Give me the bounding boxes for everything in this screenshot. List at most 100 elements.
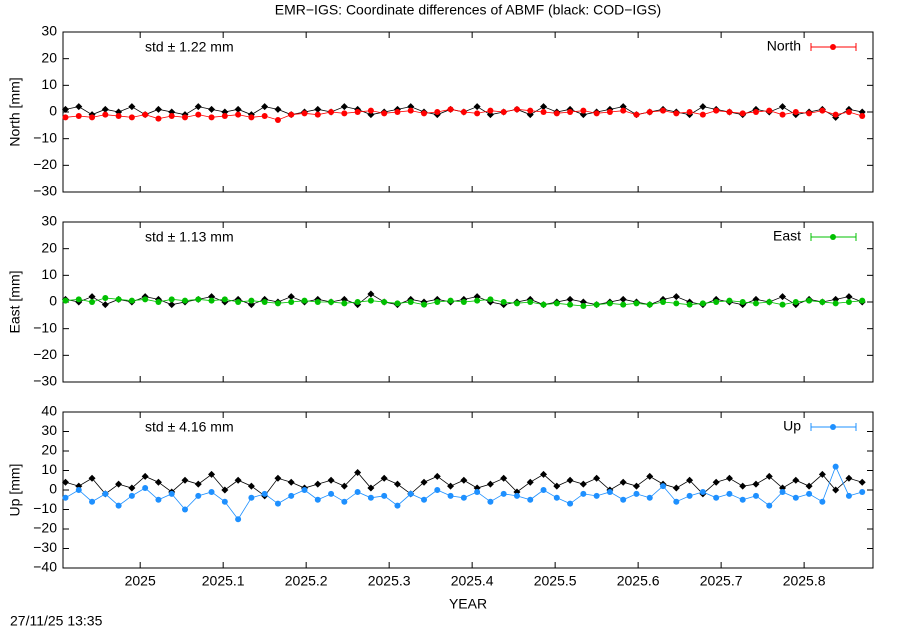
data-point: [274, 117, 281, 123]
data-point: [845, 492, 852, 499]
data-point: [832, 300, 839, 307]
data-point: [141, 472, 149, 480]
data-point: [288, 492, 295, 499]
data-point: [235, 299, 242, 305]
data-point: [248, 297, 255, 304]
data-point: [739, 110, 746, 117]
data-point: [102, 295, 109, 301]
data-point: [274, 500, 281, 507]
data-point: [580, 490, 587, 497]
std-annotation: std ± 1.13 mm: [145, 229, 234, 245]
data-point: [752, 300, 759, 307]
y-tick-label: −10: [33, 129, 57, 145]
data-point: [460, 109, 467, 115]
data-point: [713, 107, 720, 114]
x-tick-label: 2025: [125, 573, 156, 589]
data-point: [686, 109, 693, 115]
data-point: [208, 470, 216, 478]
data-point: [646, 494, 653, 501]
data-point: [274, 474, 282, 482]
y-tick-label: −30: [33, 539, 57, 555]
data-point: [487, 498, 494, 505]
chart-title: EMR−IGS: Coordinate differences of ABMF …: [275, 2, 661, 18]
data-point: [580, 107, 587, 114]
data-point: [567, 109, 574, 115]
data-point: [527, 107, 534, 114]
legend-marker: [830, 234, 836, 240]
y-tick-label: 0: [49, 103, 57, 119]
data-point: [208, 297, 215, 304]
data-point: [434, 109, 441, 115]
data-point: [407, 490, 414, 497]
y-tick-label: 10: [41, 461, 57, 477]
legend-marker: [830, 424, 836, 430]
data-point: [128, 297, 135, 304]
data-point: [367, 297, 374, 304]
data-point: [128, 114, 135, 121]
data-point: [447, 297, 454, 304]
data-point: [75, 103, 83, 111]
data-point: [752, 492, 759, 499]
data-point: [660, 107, 667, 114]
data-point: [89, 498, 96, 505]
y-tick-label: 30: [41, 23, 57, 39]
data-point: [447, 492, 454, 499]
data-point: [393, 480, 401, 488]
y-tick-label: −20: [33, 156, 57, 172]
x-axis-label: YEAR: [449, 596, 487, 612]
data-point: [88, 293, 96, 301]
data-point: [142, 296, 149, 303]
plot-frame: [62, 411, 874, 569]
data-point: [672, 484, 680, 492]
data-point: [819, 299, 826, 305]
data-point: [301, 487, 308, 493]
data-point: [726, 490, 733, 497]
data-point: [699, 111, 706, 118]
data-point: [739, 496, 746, 503]
data-point: [181, 114, 188, 121]
x-tick-label: 2025.8: [783, 573, 826, 589]
data-point: [221, 296, 228, 303]
data-point: [620, 301, 627, 308]
data-point: [394, 300, 401, 307]
x-tick-label: 2025.2: [285, 573, 328, 589]
data-point: [367, 107, 374, 114]
data-point: [712, 478, 720, 486]
data-point: [805, 482, 813, 490]
data-point: [381, 299, 388, 305]
data-point: [314, 111, 321, 118]
data-point: [766, 502, 773, 509]
data-point: [553, 110, 560, 117]
data-point: [301, 297, 308, 304]
data-point: [567, 500, 574, 507]
y-tick-label: 10: [41, 76, 57, 92]
data-point: [181, 506, 188, 513]
data-point: [115, 480, 123, 488]
data-point: [766, 107, 773, 114]
data-point: [673, 300, 680, 307]
data-point: [380, 474, 388, 482]
y-tick-label: 20: [41, 442, 57, 458]
y-tick-label: 20: [41, 49, 57, 65]
data-point: [500, 474, 508, 482]
data-point: [247, 482, 255, 490]
data-point: [354, 109, 361, 115]
data-point: [593, 301, 600, 308]
data-point: [633, 111, 640, 118]
data-point: [288, 299, 295, 305]
data-point: [101, 301, 109, 309]
data-point: [61, 105, 69, 113]
data-point: [101, 105, 109, 113]
data-point: [725, 474, 733, 482]
data-point: [208, 114, 215, 121]
data-point: [341, 498, 348, 505]
data-point: [540, 103, 548, 111]
data-point: [540, 470, 548, 478]
data-point: [194, 103, 202, 111]
data-point: [660, 299, 667, 305]
y-tick-label: 30: [41, 422, 57, 438]
y-tick-label: −20: [33, 520, 57, 536]
data-point: [845, 299, 852, 305]
data-point: [328, 109, 335, 115]
data-point: [208, 488, 215, 495]
